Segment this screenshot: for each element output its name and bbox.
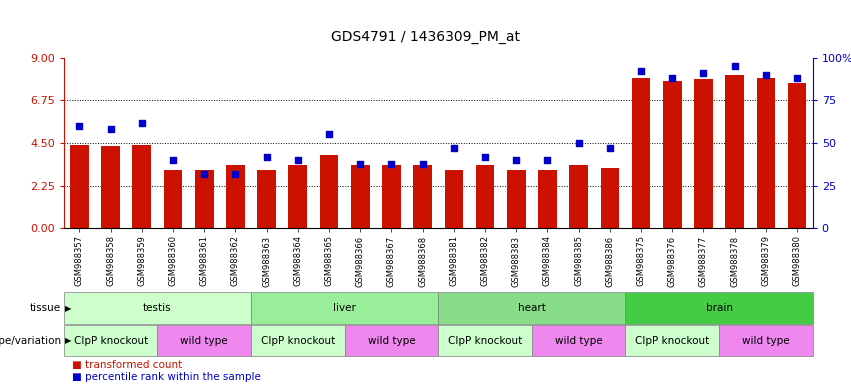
Bar: [251, 325, 345, 356]
Point: [759, 71, 773, 78]
Bar: [64, 325, 157, 356]
Text: GDS4791 / 1436309_PM_at: GDS4791 / 1436309_PM_at: [331, 30, 520, 44]
Text: wild type: wild type: [368, 336, 415, 346]
Bar: [625, 325, 719, 356]
Point: [385, 161, 398, 167]
Bar: [414, 165, 432, 228]
Point: [72, 123, 86, 129]
Point: [291, 157, 305, 163]
Text: wild type: wild type: [742, 336, 790, 346]
Bar: [538, 170, 557, 228]
Bar: [288, 165, 307, 228]
Text: heart: heart: [518, 303, 545, 313]
Bar: [569, 165, 588, 228]
Bar: [663, 81, 682, 228]
Bar: [757, 78, 775, 228]
Point: [135, 119, 149, 126]
Text: ClpP knockout: ClpP knockout: [635, 336, 710, 346]
Point: [104, 126, 117, 132]
Point: [197, 171, 211, 177]
Bar: [195, 170, 214, 228]
Point: [791, 75, 804, 81]
Point: [416, 161, 430, 167]
Text: ClpP knockout: ClpP knockout: [73, 336, 148, 346]
Bar: [345, 325, 438, 356]
Text: testis: testis: [143, 303, 172, 313]
Bar: [251, 293, 438, 324]
Point: [728, 63, 741, 69]
Point: [665, 75, 679, 81]
Text: ▶: ▶: [65, 336, 71, 345]
Point: [572, 140, 585, 146]
Bar: [226, 165, 245, 228]
Point: [634, 68, 648, 74]
Bar: [788, 83, 807, 228]
Bar: [351, 165, 369, 228]
Point: [166, 157, 180, 163]
Text: ▶: ▶: [65, 304, 71, 313]
Bar: [64, 293, 251, 324]
Point: [323, 131, 336, 137]
Bar: [320, 156, 339, 228]
Bar: [70, 145, 89, 228]
Bar: [601, 168, 620, 228]
Point: [353, 161, 367, 167]
Point: [603, 145, 617, 151]
Bar: [382, 165, 401, 228]
Bar: [133, 145, 151, 228]
Text: wild type: wild type: [555, 336, 603, 346]
Bar: [438, 293, 625, 324]
Bar: [444, 170, 463, 228]
Bar: [476, 165, 494, 228]
Bar: [163, 170, 182, 228]
Point: [229, 171, 243, 177]
Point: [540, 157, 554, 163]
Bar: [532, 325, 625, 356]
Bar: [725, 74, 744, 228]
Point: [260, 154, 273, 160]
Bar: [257, 170, 276, 228]
Bar: [101, 146, 120, 228]
Text: ■ transformed count: ■ transformed count: [72, 360, 183, 370]
Text: brain: brain: [705, 303, 733, 313]
Text: wild type: wild type: [180, 336, 228, 346]
Point: [697, 70, 711, 76]
Text: genotype/variation: genotype/variation: [0, 336, 61, 346]
Text: ClpP knockout: ClpP knockout: [448, 336, 523, 346]
Point: [478, 154, 492, 160]
Bar: [719, 325, 813, 356]
Bar: [438, 325, 532, 356]
Text: ■ percentile rank within the sample: ■ percentile rank within the sample: [72, 372, 261, 382]
Text: tissue: tissue: [30, 303, 61, 313]
Point: [510, 157, 523, 163]
Bar: [157, 325, 251, 356]
Text: liver: liver: [334, 303, 356, 313]
Text: ClpP knockout: ClpP knockout: [260, 336, 335, 346]
Bar: [507, 170, 526, 228]
Point: [447, 145, 460, 151]
Bar: [631, 78, 650, 228]
Bar: [694, 79, 713, 228]
Bar: [625, 293, 813, 324]
